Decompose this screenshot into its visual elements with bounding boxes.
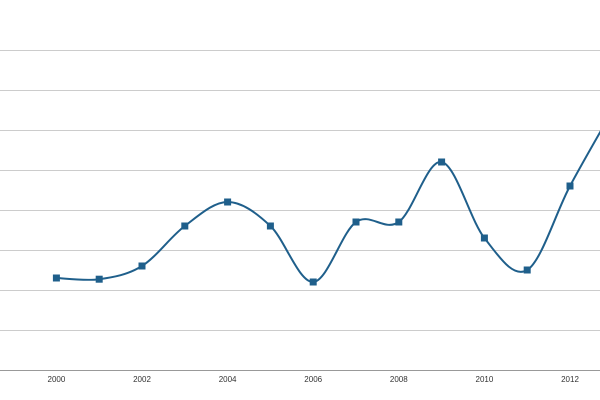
data-point [95,275,103,283]
x-tick-label: 2008 [390,375,408,384]
x-tick-label: 2010 [476,375,494,384]
x-tick-label: 2012 [561,375,579,384]
data-point [566,182,574,190]
data-points [52,158,574,286]
data-point [224,198,232,206]
x-tick-label: 2002 [133,375,151,384]
data-point [480,234,488,242]
series-layer [56,130,600,284]
x-tick-label: 2006 [304,375,322,384]
data-point [52,274,60,282]
data-point [523,266,531,274]
x-axis-tick-labels: 2000 2002 2004 2006 2008 2010 2012 [48,375,580,384]
gridlines [0,50,600,371]
x-tick-label: 2000 [48,375,66,384]
series-line [56,130,600,284]
x-tick-label: 2004 [219,375,237,384]
data-point [395,218,403,226]
data-point [352,218,360,226]
data-point [309,278,317,286]
data-point [181,222,189,230]
data-point [266,222,274,230]
data-point [438,158,446,166]
data-point [138,262,146,270]
